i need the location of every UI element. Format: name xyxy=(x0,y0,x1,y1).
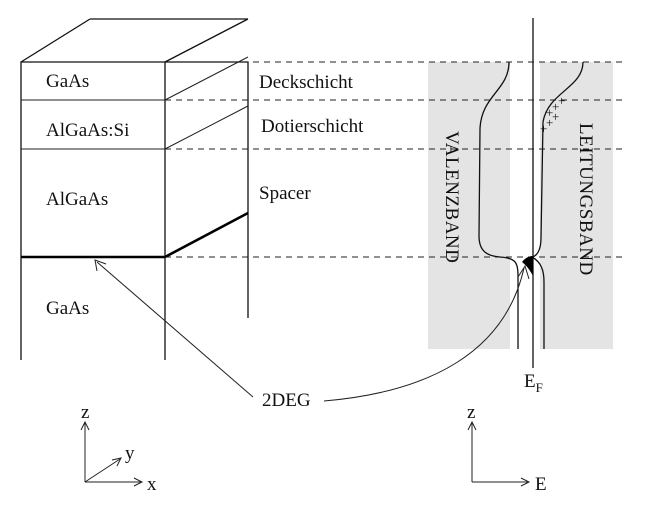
twodeg-arrow-right xyxy=(323,267,525,402)
axis-x-arrowhead xyxy=(133,477,144,487)
plus-sign: + xyxy=(546,105,553,120)
layer-divider-2-side xyxy=(164,105,249,150)
label-spacer: Spacer xyxy=(259,183,311,204)
layer-stack xyxy=(20,18,249,360)
plus-sign: + xyxy=(552,109,559,124)
layer-algaas: AlGaAs xyxy=(46,189,108,210)
layer-gaas-bottom: GaAs xyxy=(46,298,89,319)
plus-sign: + xyxy=(558,93,565,108)
twodeg-arrow-right-head xyxy=(517,264,530,280)
plus-sign: + xyxy=(540,121,547,136)
axis-energy-label: E xyxy=(535,474,547,495)
conduction-band-edge xyxy=(530,61,584,349)
layer-algaas-si: AlGaAs:Si xyxy=(46,120,129,141)
axis-x-label: x xyxy=(147,474,157,495)
ionized-donors: + + + + + + xyxy=(540,93,565,136)
plus-sign: + xyxy=(552,99,559,114)
layer-divider-1-side xyxy=(164,56,249,101)
twodeg-label: 2DEG xyxy=(262,390,311,411)
axis-z-left-arrowhead xyxy=(80,420,90,431)
label-cap-layer: Deckschicht xyxy=(259,72,354,93)
valence-band-label: VALENZBAND xyxy=(441,131,462,263)
label-doping-layer: Dotierschicht xyxy=(261,116,364,137)
twodeg-filled-states xyxy=(522,256,533,276)
axis-y-label: y xyxy=(125,443,135,464)
conduction-band-label: LEITUNGSBAND xyxy=(575,123,596,276)
conduction-band-region xyxy=(540,62,613,349)
twodeg-arrow-left-head xyxy=(94,259,107,272)
valence-band-edge xyxy=(478,61,519,349)
axis-energy-arrowhead xyxy=(520,477,531,487)
fermi-level-label: EF xyxy=(524,371,543,395)
axis-y xyxy=(84,458,121,483)
twodeg-interface-side xyxy=(164,211,249,259)
axis-z-right-label: z xyxy=(467,402,475,423)
coordinate-axes-left: z y x xyxy=(80,402,157,495)
stack-top-left-edge xyxy=(20,18,91,63)
valence-band-region xyxy=(428,62,510,349)
twodeg-arrow-left xyxy=(96,261,254,398)
layer-gaas-top: GaAs xyxy=(46,71,89,92)
axis-z-left-label: z xyxy=(81,402,89,423)
stack-top-right-edge xyxy=(164,18,249,63)
fermi-level-symbol: E xyxy=(524,371,536,392)
axis-y-arrowhead xyxy=(111,457,122,467)
fermi-level-subscript: F xyxy=(536,380,543,395)
axis-z-right-arrowhead xyxy=(467,420,477,431)
plus-sign: + xyxy=(546,115,553,130)
stack-outline xyxy=(20,61,249,360)
coordinate-axes-right: z E xyxy=(467,402,547,495)
